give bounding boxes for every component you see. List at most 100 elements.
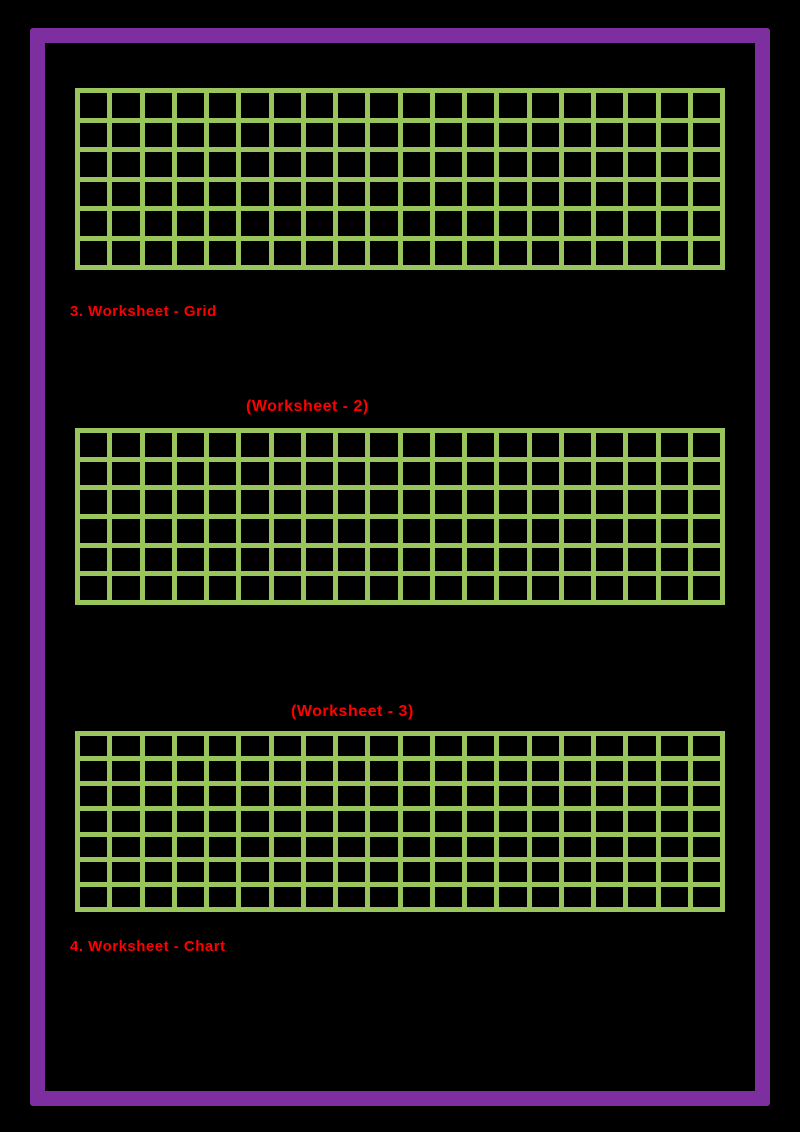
grid-cell [112,811,140,832]
grid-cell [531,886,559,907]
grid-title-2: (Worksheet - 2) [246,398,369,415]
grid-cell [305,490,333,514]
grid-cell [338,576,366,600]
grid-cell [628,861,656,882]
grid-cell [628,786,656,807]
grid-cell [499,836,527,857]
grid-cell [563,461,591,486]
grid-cell [563,211,591,236]
grid-cell [402,152,430,177]
grid-cell [144,211,172,236]
grid-cell [402,461,430,486]
grid-cell [467,122,495,147]
grid-caption-3: 3. Worksheet - Grid [70,303,217,320]
grid-cell [338,518,366,543]
grid-cell [338,736,366,757]
grid-cell [499,811,527,832]
grid-table-1 [75,88,725,270]
grid-cell [338,861,366,882]
grid-cell [434,93,462,118]
grid-cell [531,433,559,457]
grid-cell [402,861,430,882]
grid-cell [402,490,430,514]
grid-cell [434,786,462,807]
grid-cell [176,861,204,882]
grid-cell [628,461,656,486]
grid-cell [273,836,301,857]
grid-cell [273,736,301,757]
grid-cell [176,736,204,757]
grid-cell [499,152,527,177]
grid-cell [563,181,591,206]
grid-cell [241,811,269,832]
grid-cell [273,122,301,147]
grid-cell [112,518,140,543]
grid-cell [499,547,527,572]
grid-cell [80,811,108,832]
grid-cell [144,836,172,857]
grid-cell [434,886,462,907]
grid-cell [176,433,204,457]
grid-cell [660,736,688,757]
grid-cell [596,761,624,782]
grid-cell [628,211,656,236]
grid-cell [209,836,237,857]
grid-cell [144,461,172,486]
grid-cell [628,761,656,782]
grid-cell [563,490,591,514]
grid-cell [402,433,430,457]
grid-cell [144,811,172,832]
grid-cell [402,93,430,118]
grid-cell [241,181,269,206]
grid-cell [176,786,204,807]
grid-cell [434,861,462,882]
grid-cell [338,490,366,514]
grid-cell [531,547,559,572]
grid-cell [531,152,559,177]
grid-cell [273,518,301,543]
grid-cell [692,461,720,486]
grid-cell [531,93,559,118]
grid-cell [209,811,237,832]
grid-cell [112,490,140,514]
grid-cell [370,736,398,757]
grid-cell [660,786,688,807]
grid-cell [273,433,301,457]
grid-table-2 [75,428,725,605]
grid-cell [596,93,624,118]
grid-cell [628,181,656,206]
grid-cell [563,861,591,882]
grid-cell [80,736,108,757]
grid-cell [628,433,656,457]
grid-cell [241,122,269,147]
grid-cell [563,518,591,543]
grid-cell [370,240,398,265]
grid-cell [209,576,237,600]
grid-caption-4: 4. Worksheet - Chart [70,938,226,955]
grid-cell [80,490,108,514]
grid-cell [692,433,720,457]
grid-cell [563,736,591,757]
grid-cell [144,490,172,514]
grid-cell [144,181,172,206]
grid-cell [402,886,430,907]
grid-cell [596,240,624,265]
grid-cell [305,786,333,807]
grid-cell [563,122,591,147]
grid-cell [434,490,462,514]
grid-cell [176,547,204,572]
grid-cell [80,211,108,236]
grid-cell [660,518,688,543]
grid-cell [531,181,559,206]
grid-cell [402,518,430,543]
grid-cell [467,433,495,457]
grid-cell [241,93,269,118]
grid-cell [596,811,624,832]
grid-cell [692,211,720,236]
grid-cell [241,490,269,514]
grid-cell [273,576,301,600]
grid-cell [112,576,140,600]
grid-cell [692,122,720,147]
grid-cell [499,490,527,514]
grid-cell [80,836,108,857]
